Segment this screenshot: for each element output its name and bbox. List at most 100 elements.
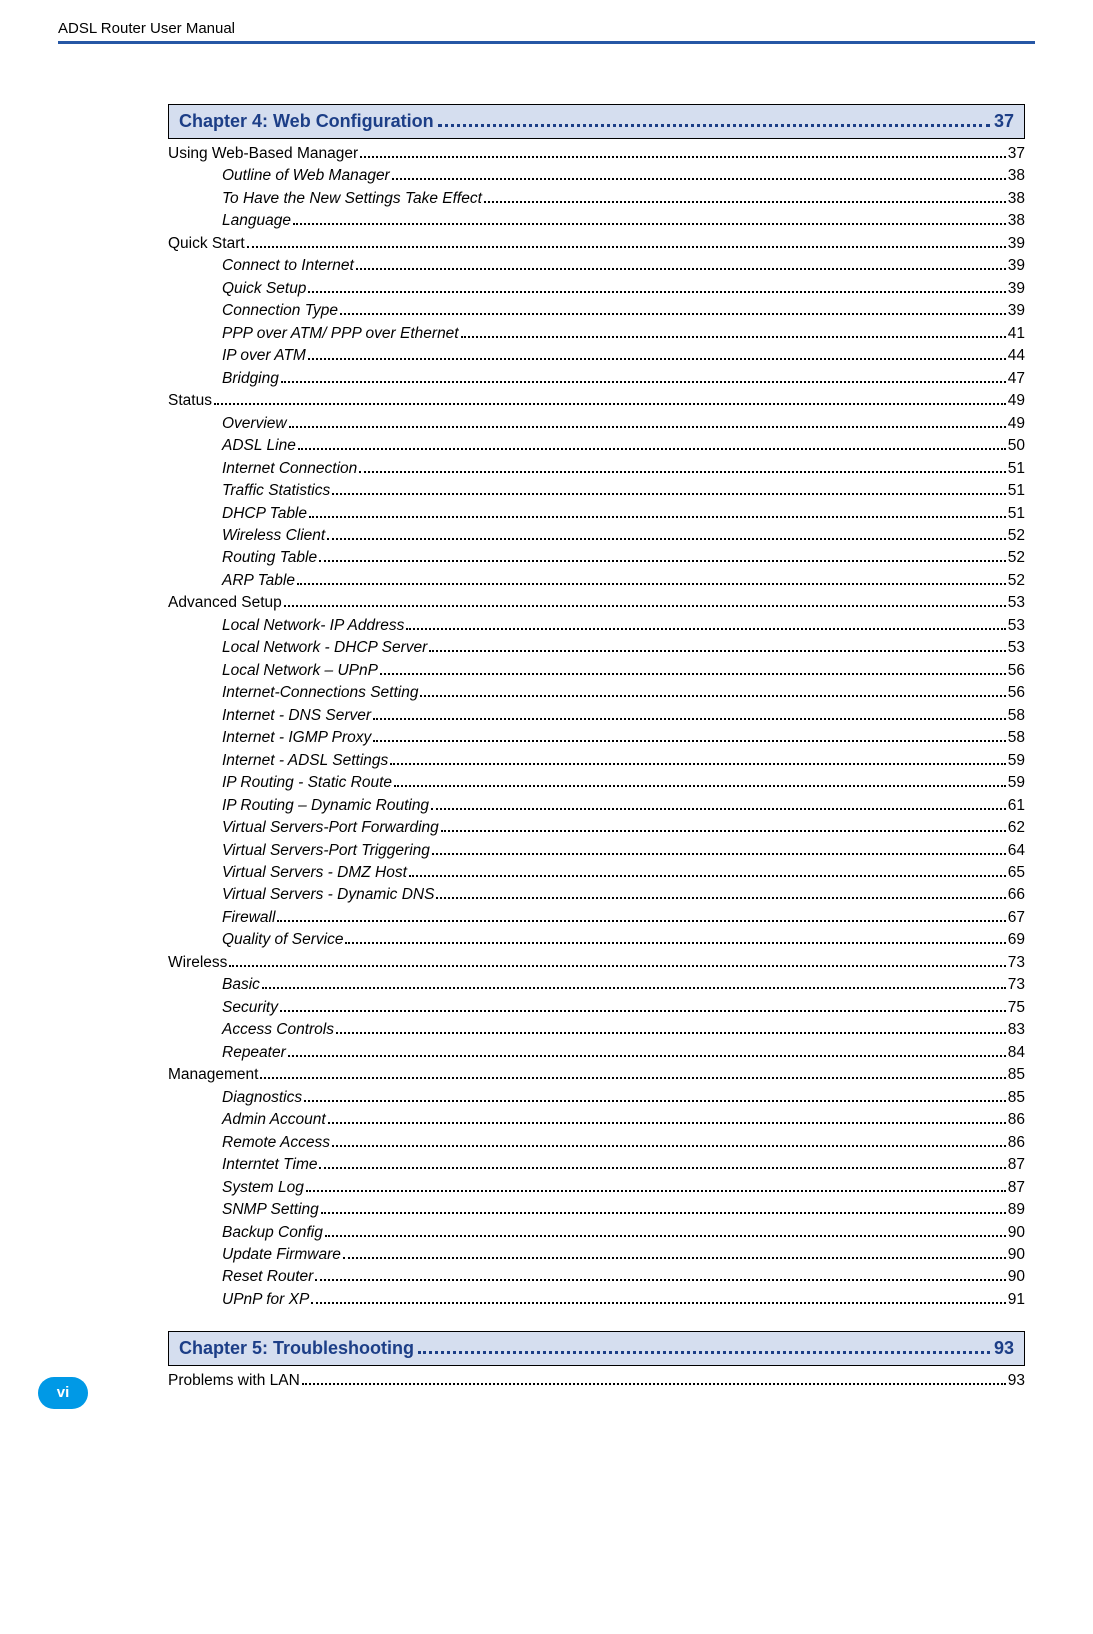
toc-entry-page: 66 <box>1008 884 1025 906</box>
chapter-title: Chapter 4: Web Configuration <box>179 111 434 132</box>
toc-entry-label: Connection Type <box>222 300 338 322</box>
toc-entry-page: 87 <box>1008 1177 1025 1199</box>
toc-entry-page: 85 <box>1008 1087 1025 1109</box>
chapter-page-number: 93 <box>994 1338 1014 1359</box>
header-rule <box>58 41 1035 44</box>
dot-leader <box>302 1375 1006 1386</box>
dot-leader <box>289 417 1006 428</box>
dot-leader <box>311 1293 1005 1304</box>
document-page: ADSL Router User Manual Chapter 4: Web C… <box>0 0 1093 1433</box>
toc-entry-label: Virtual Servers - Dynamic DNS <box>222 884 434 906</box>
toc-entry-page: 56 <box>1008 660 1025 682</box>
toc-entry-page: 41 <box>1008 323 1025 345</box>
toc-entry-label: Advanced Setup <box>168 592 282 614</box>
toc-entry-page: 59 <box>1008 750 1025 772</box>
toc-entry-label: Bridging <box>222 368 279 390</box>
toc-entry-page: 56 <box>1008 682 1025 704</box>
dot-leader <box>306 1181 1006 1192</box>
toc-entry-page: 52 <box>1008 525 1025 547</box>
toc-entry: Internet - ADSL Settings 59 <box>222 750 1025 772</box>
toc-entry: Basic73 <box>222 974 1025 996</box>
dot-leader <box>319 1158 1005 1169</box>
dot-leader <box>304 1091 1006 1102</box>
toc-entry-page: 58 <box>1008 727 1025 749</box>
toc-entry-label: Remote Access <box>222 1132 330 1154</box>
toc-entry: Management85 <box>168 1064 1025 1086</box>
toc-entry: Interntet Time87 <box>222 1154 1025 1176</box>
toc-entry: Wireless73 <box>168 952 1025 974</box>
dot-leader <box>438 115 990 127</box>
toc-entry-page: 49 <box>1008 390 1025 412</box>
toc-entry-page: 87 <box>1008 1154 1025 1176</box>
toc-entry-page: 38 <box>1008 210 1025 232</box>
toc-entry-label: Wireless <box>168 952 227 974</box>
toc-entry-page: 90 <box>1008 1266 1025 1288</box>
toc-entry: Virtual Servers-Port Triggering64 <box>222 840 1025 862</box>
dot-leader <box>390 754 1005 765</box>
toc-entry-label: Internet - IGMP Proxy <box>222 727 371 749</box>
dot-leader <box>321 1203 1006 1214</box>
dot-leader <box>281 372 1006 383</box>
toc-entry-page: 67 <box>1008 907 1025 929</box>
chapter-page-number: 37 <box>994 111 1014 132</box>
dot-leader <box>406 619 1005 630</box>
toc-entry-label: Quality of Service <box>222 929 343 951</box>
dot-leader <box>360 147 1006 158</box>
toc-entry-page: 89 <box>1008 1199 1025 1221</box>
toc-entry-page: 39 <box>1008 233 1025 255</box>
dot-leader <box>308 349 1006 360</box>
toc-entry: Internet - DNS Server58 <box>222 705 1025 727</box>
toc-entry-page: 93 <box>1008 1370 1025 1392</box>
toc-entry-page: 84 <box>1008 1042 1025 1064</box>
dot-leader <box>328 1113 1006 1124</box>
toc-entry: Using Web-Based Manager37 <box>168 143 1025 165</box>
toc-entry: Quick Start39 <box>168 233 1025 255</box>
toc-entry-page: 91 <box>1008 1289 1025 1311</box>
dot-leader <box>343 1248 1006 1259</box>
toc-entry-page: 59 <box>1008 772 1025 794</box>
toc-entry-page: 39 <box>1008 255 1025 277</box>
toc-entry-label: Internet Connection <box>222 458 357 480</box>
toc-entry: Remote Access86 <box>222 1132 1025 1154</box>
dot-leader <box>431 799 1006 810</box>
toc-entry: IP over ATM44 <box>222 345 1025 367</box>
dot-leader <box>277 911 1005 922</box>
toc-entry-label: Traffic Statistics <box>222 480 330 502</box>
toc-entry: Connect to Internet39 <box>222 255 1025 277</box>
toc-entry-label: SNMP Setting <box>222 1199 319 1221</box>
chapter-heading-row: Chapter 4: Web Configuration 37 <box>179 111 1014 132</box>
toc-entry-label: Basic <box>222 974 260 996</box>
toc-entry: Reset Router90 <box>222 1266 1025 1288</box>
toc-entry: DHCP Table51 <box>222 503 1025 525</box>
toc-entry-label: Internet - ADSL Settings <box>222 750 388 772</box>
toc-entry-label: Firewall <box>222 907 275 929</box>
toc-entry: Overview49 <box>222 413 1025 435</box>
toc-entry: Advanced Setup53 <box>168 592 1025 614</box>
toc-entry-label: UPnP for XP <box>222 1289 309 1311</box>
chapter-heading-box: Chapter 5: Troubleshooting93 <box>168 1331 1025 1366</box>
toc-entry: Local Network - DHCP Server53 <box>222 637 1025 659</box>
toc-entry-label: Diagnostics <box>222 1087 302 1109</box>
toc-entry-label: Repeater <box>222 1042 286 1064</box>
toc-entry: Quality of Service69 <box>222 929 1025 951</box>
running-header-title: ADSL Router User Manual <box>58 20 1035 41</box>
toc-entry: Quick Setup39 <box>222 278 1025 300</box>
dot-leader <box>293 215 1006 226</box>
toc-entry: Routing Table52 <box>222 547 1025 569</box>
toc-entry: ADSL Line50 <box>222 435 1025 457</box>
toc-entry-label: Language <box>222 210 291 232</box>
toc-entry-page: 51 <box>1008 503 1025 525</box>
dot-leader <box>429 641 1005 652</box>
toc-entry-label: Routing Table <box>222 547 317 569</box>
toc-entry-label: System Log <box>222 1177 304 1199</box>
toc-entry: Security75 <box>222 997 1025 1019</box>
toc-entry-label: Backup Config <box>222 1222 323 1244</box>
toc-entry-page: 75 <box>1008 997 1025 1019</box>
dot-leader <box>441 821 1006 832</box>
dot-leader <box>315 1271 1005 1282</box>
toc-entry: Update Firmware90 <box>222 1244 1025 1266</box>
dot-leader <box>280 1001 1006 1012</box>
dot-leader <box>262 979 1006 990</box>
toc-entry: Local Network- IP Address53 <box>222 615 1025 637</box>
toc-entry: Internet - IGMP Proxy 58 <box>222 727 1025 749</box>
